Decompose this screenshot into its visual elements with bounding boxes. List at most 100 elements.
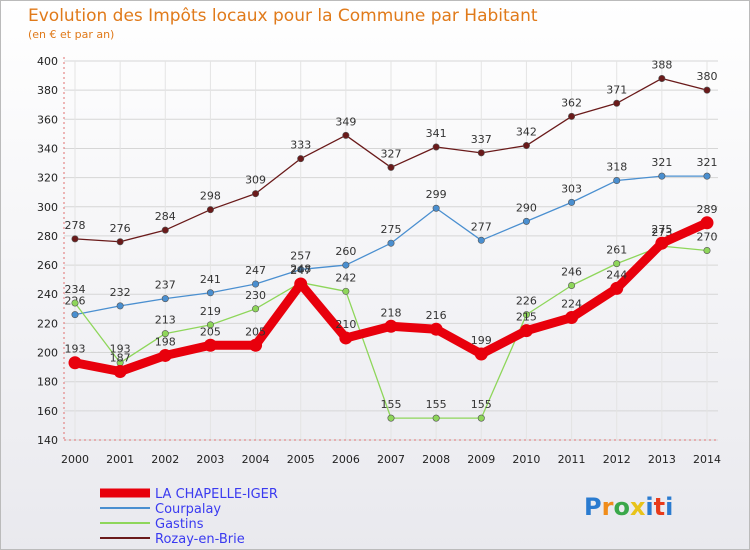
- legend-label: Rozay-en-Brie: [155, 532, 245, 547]
- data-label: 261: [606, 244, 627, 257]
- x-tick-label: 2009: [467, 453, 495, 466]
- data-point: [342, 261, 350, 269]
- x-tick-label: 2012: [603, 453, 631, 466]
- data-label: 155: [381, 398, 402, 411]
- data-point: [206, 321, 214, 329]
- y-tick-label: 380: [37, 84, 58, 97]
- data-label: 309: [245, 174, 266, 187]
- data-label: 321: [697, 156, 718, 169]
- data-label: 242: [335, 271, 356, 284]
- data-label: 193: [65, 343, 86, 356]
- data-point: [703, 247, 711, 255]
- data-label: 276: [110, 222, 131, 235]
- data-point: [387, 239, 395, 247]
- data-label: 275: [651, 223, 672, 236]
- data-label: 230: [245, 289, 266, 302]
- data-label: 273: [651, 226, 672, 239]
- data-point: [387, 163, 395, 171]
- y-tick-label: 360: [37, 113, 58, 126]
- data-point: [568, 281, 576, 289]
- data-point: [339, 331, 353, 345]
- data-point: [522, 142, 530, 150]
- y-tick-label: 280: [37, 230, 58, 243]
- x-tick-label: 2010: [512, 453, 540, 466]
- data-point: [252, 190, 260, 198]
- x-tick-label: 2000: [61, 453, 89, 466]
- data-point: [522, 217, 530, 225]
- data-label: 155: [471, 398, 492, 411]
- data-label: 247: [290, 264, 311, 277]
- data-label: 205: [245, 325, 266, 338]
- brand-letter: r: [602, 493, 614, 521]
- data-label: 260: [335, 245, 356, 258]
- y-tick-label: 300: [37, 201, 58, 214]
- x-tick-label: 2011: [558, 453, 586, 466]
- data-point: [297, 155, 305, 163]
- data-point: [71, 311, 79, 319]
- data-label: 198: [155, 335, 176, 348]
- data-point: [161, 330, 169, 338]
- data-label: 341: [426, 127, 447, 140]
- brand-letter: x: [630, 493, 646, 521]
- data-point: [610, 281, 624, 295]
- chart-title: Evolution des Impôts locaux pour la Comm…: [28, 6, 538, 26]
- data-label: 349: [335, 115, 356, 128]
- brand-letter: P: [584, 493, 602, 521]
- data-label: 284: [155, 210, 176, 223]
- data-label: 270: [697, 231, 718, 244]
- data-point: [71, 235, 79, 243]
- data-point: [432, 143, 440, 151]
- legend-label: Courpalay: [155, 502, 221, 517]
- x-tick-label: 2003: [196, 453, 224, 466]
- data-label: 278: [65, 219, 86, 232]
- data-label: 290: [516, 201, 537, 214]
- data-point: [700, 216, 714, 230]
- brand-letter: i: [665, 493, 673, 521]
- data-point: [252, 305, 260, 313]
- data-label: 216: [426, 309, 447, 322]
- y-tick-label: 260: [37, 259, 58, 272]
- data-label: 219: [200, 305, 221, 318]
- x-tick-label: 2006: [332, 453, 360, 466]
- data-point: [342, 131, 350, 139]
- data-point: [297, 265, 305, 273]
- data-point: [477, 414, 485, 422]
- data-label: 298: [200, 190, 221, 203]
- y-tick-label: 140: [37, 434, 58, 447]
- data-label: 244: [606, 268, 627, 281]
- data-point: [158, 348, 172, 362]
- data-point: [703, 86, 711, 94]
- data-point: [519, 324, 533, 338]
- data-point: [432, 414, 440, 422]
- data-point: [568, 198, 576, 206]
- data-point: [71, 299, 79, 307]
- data-label: 232: [110, 286, 131, 299]
- data-label: 371: [606, 83, 627, 96]
- data-label: 380: [697, 70, 718, 83]
- data-label: 226: [516, 295, 537, 308]
- data-point: [252, 280, 260, 288]
- data-label: 155: [426, 398, 447, 411]
- y-tick-label: 200: [37, 347, 58, 360]
- data-label: 241: [200, 273, 221, 286]
- data-label: 299: [426, 188, 447, 201]
- x-tick-label: 2002: [151, 453, 179, 466]
- data-label: 234: [65, 283, 86, 296]
- data-label: 327: [381, 147, 402, 160]
- data-point: [474, 347, 488, 361]
- data-point: [206, 206, 214, 214]
- legend-label: Gastins: [155, 517, 204, 532]
- data-point: [477, 149, 485, 157]
- data-label: 246: [561, 265, 582, 278]
- y-tick-label: 220: [37, 317, 58, 330]
- x-tick-label: 2007: [377, 453, 405, 466]
- data-point: [113, 364, 127, 378]
- data-label: 289: [697, 203, 718, 216]
- brand-logo: Proxiti: [584, 493, 673, 521]
- data-point: [477, 236, 485, 244]
- chart-subtitle: (en € et par an): [28, 28, 114, 41]
- y-tick-label: 240: [37, 288, 58, 301]
- x-tick-label: 2001: [106, 453, 134, 466]
- brand-text: Proxiti: [584, 493, 673, 521]
